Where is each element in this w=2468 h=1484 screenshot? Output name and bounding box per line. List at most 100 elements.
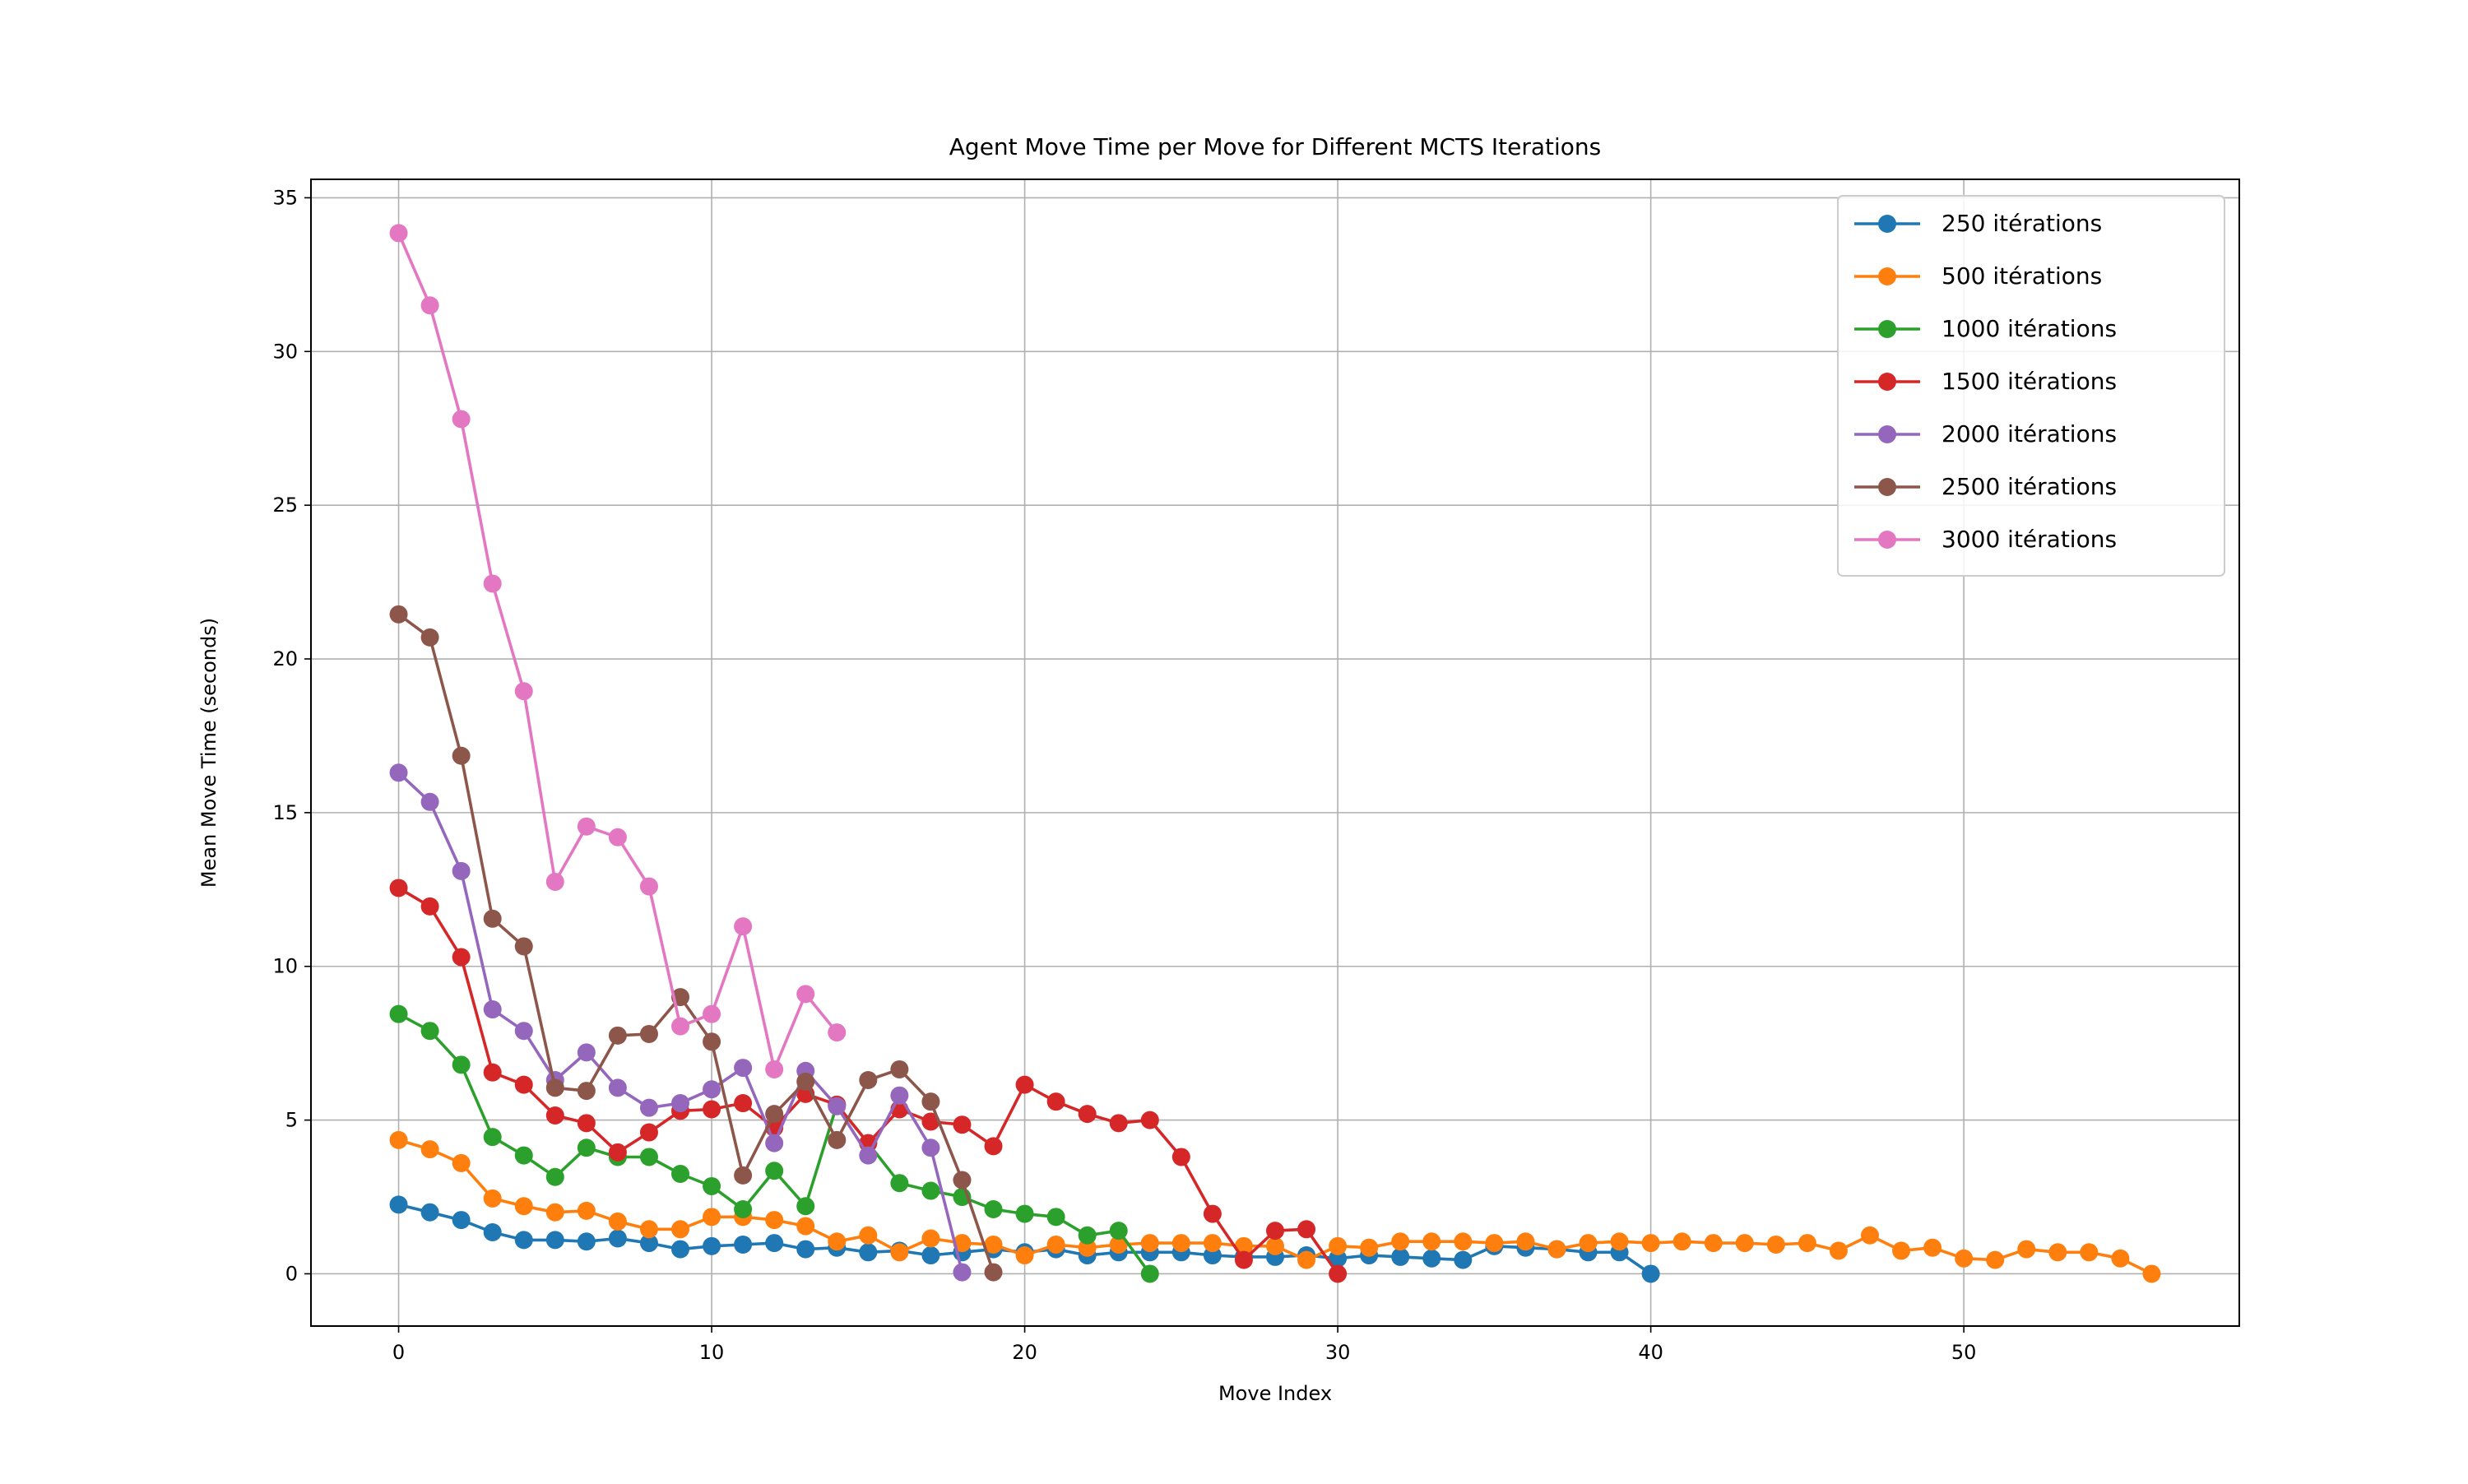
legend-label: 2500 itérations [1941,473,2117,500]
data-point [1046,1235,1065,1254]
data-point [1391,1232,1410,1251]
data-point [452,410,471,429]
data-point [514,682,533,701]
data-point [953,1234,972,1253]
data-point [1203,1204,1222,1223]
data-point [483,909,502,928]
data-point [1203,1234,1222,1253]
data-point [1015,1204,1034,1223]
data-point [452,861,471,880]
data-point [1109,1235,1128,1254]
data-point [828,1023,847,1042]
data-point [483,1063,502,1082]
x-tick-label: 30 [1325,1341,1351,1364]
data-point [639,1148,658,1166]
data-point [545,1106,564,1125]
series-1 [389,1130,2161,1283]
legend-label: 250 itérations [1941,210,2102,237]
data-point [703,1176,721,1195]
data-point [984,1263,1003,1282]
data-point [765,1134,784,1152]
y-tick-label: 20 [272,647,298,670]
chart-title: Agent Move Time per Move for Different M… [949,133,1601,160]
y-tick-label: 0 [285,1262,298,1285]
data-point [1955,1249,1974,1268]
legend-swatch-marker [1878,425,1896,443]
data-point [984,1199,1003,1218]
data-point [1454,1250,1473,1269]
data-point [1422,1249,1441,1268]
data-point [828,1130,847,1149]
data-point [921,1181,940,1200]
data-point [420,628,439,647]
data-point [765,1211,784,1230]
x-tick-label: 50 [1951,1341,1977,1364]
data-point [1140,1234,1159,1253]
data-point [2080,1243,2099,1262]
y-tick-label: 35 [272,186,298,209]
data-point [671,1094,690,1113]
data-point [859,1226,878,1245]
data-point [1046,1208,1065,1227]
legend-item: 3000 itérations [1854,526,2117,553]
data-point [703,1100,721,1119]
data-point [796,985,815,1004]
data-point [545,872,564,891]
data-point [389,1004,408,1023]
data-point [389,1130,408,1149]
legend-item: 2000 itérations [1854,420,2117,448]
data-point [671,1220,690,1239]
data-point [671,1017,690,1036]
data-point [577,1139,596,1157]
data-point [1109,1114,1128,1133]
data-point [1078,1105,1097,1124]
data-point [420,792,439,811]
legend-label: 1000 itérations [1941,315,2117,342]
data-point [452,746,471,765]
data-point [639,877,658,896]
data-point [577,1114,596,1133]
data-point [639,1024,658,1043]
data-point [608,1026,627,1045]
data-point [921,1092,940,1111]
legend-label: 2000 itérations [1941,420,2117,448]
data-point [703,1236,721,1255]
y-tick-label: 25 [272,494,298,517]
data-point [389,224,408,243]
legend-label: 1500 itérations [1941,368,2117,395]
data-point [765,1105,784,1124]
data-point [1171,1148,1190,1166]
data-point [1798,1234,1816,1253]
data-point [389,763,408,782]
data-point [984,1235,1003,1254]
y-axis-label: Mean Move Time (seconds) [197,618,220,888]
data-point [514,1197,533,1216]
data-point [703,1032,721,1051]
data-point [483,1189,502,1208]
data-point [1579,1234,1598,1253]
data-point [1078,1226,1097,1245]
data-point [1766,1235,1785,1254]
data-point [639,1234,658,1253]
data-point [514,1231,533,1250]
data-point [1547,1240,1566,1259]
data-point [545,1167,564,1186]
data-point [514,1146,533,1165]
data-point [828,1097,847,1115]
data-point [921,1139,940,1157]
data-point [483,1000,502,1019]
legend-swatch-marker [1878,531,1896,549]
data-point [671,1165,690,1184]
data-point [1297,1220,1316,1239]
data-point [703,1004,721,1023]
data-point [953,1115,972,1134]
legend-item: 2500 itérations [1854,473,2117,500]
data-point [577,817,596,836]
data-point [921,1112,940,1131]
legend: 250 itérations 500 itérations 1000 itérati… [1837,195,2225,577]
data-point [921,1246,940,1265]
data-point [1860,1226,1879,1245]
legend-item: 1500 itérations [1854,368,2117,395]
